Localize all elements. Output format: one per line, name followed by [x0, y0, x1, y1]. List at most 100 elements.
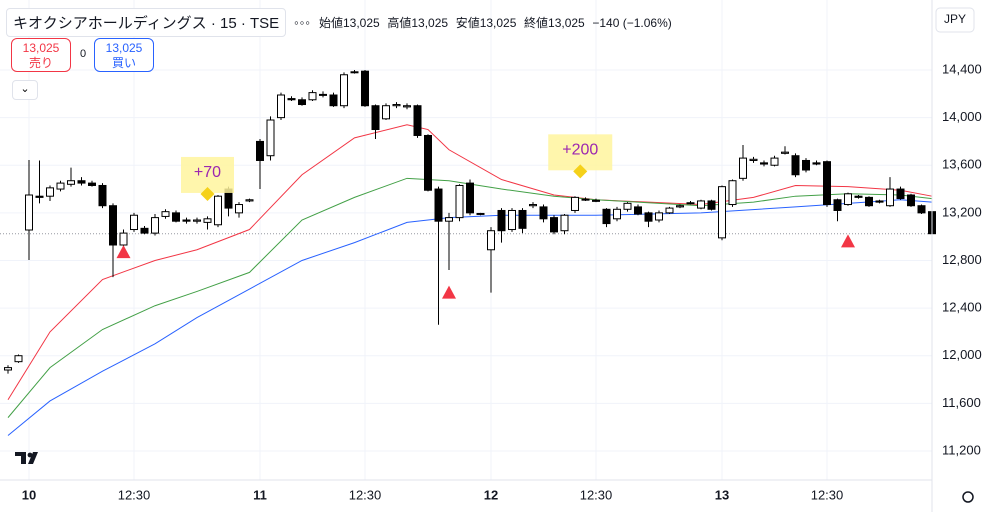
buy-price: 13,025: [105, 41, 143, 55]
candle-body: [707, 200, 716, 210]
candle-body: [550, 217, 558, 233]
y-tick-label: 11,600: [942, 395, 981, 410]
candle-body: [140, 227, 149, 234]
candle-body: [455, 184, 464, 219]
x-tick-label: 12:30: [811, 487, 844, 502]
currency-button[interactable]: [935, 7, 975, 33]
buy-button[interactable]: 13,025 買い: [94, 38, 154, 72]
more-icon[interactable]: ◦◦◦: [294, 15, 311, 30]
candle-body: [508, 209, 516, 231]
candle-body: [676, 205, 684, 208]
symbol[interactable]: キオクシアホールディングス · 15 · TSE: [6, 8, 287, 37]
candle-body: [812, 162, 821, 165]
sell-label: 売り: [28, 56, 53, 70]
candle-body: [749, 158, 758, 161]
candle-body: [886, 188, 894, 207]
candle-body: [214, 195, 222, 226]
candle-body: [529, 204, 537, 207]
candle-body: [434, 188, 443, 222]
candle-body: [56, 182, 65, 190]
candle-body: [245, 199, 254, 202]
plot: +70 +200: [0, 0, 936, 480]
y-tick-label: 12,800: [942, 252, 982, 267]
sell-price: 13,025: [22, 41, 60, 55]
y-tick-label: 13,200: [942, 204, 982, 219]
candle-body: [161, 211, 170, 217]
moving-average: [7, 124, 933, 401]
candle-body: [739, 157, 747, 179]
candle-body: [844, 193, 852, 206]
candle-body: [182, 219, 191, 222]
candle-body: [791, 155, 800, 176]
buy-signal: [442, 285, 456, 299]
candle-body: [329, 94, 338, 107]
candle-body: [497, 209, 506, 232]
candle-body: [151, 217, 159, 234]
candle-body: [728, 180, 737, 206]
candle-body: [67, 180, 75, 185]
candle-body: [560, 214, 569, 232]
candle-body: [802, 159, 810, 171]
collapse-button[interactable]: ⌄: [12, 80, 38, 100]
candle-body: [602, 208, 611, 225]
candle-body: [35, 195, 44, 198]
candle-body: [319, 93, 327, 96]
candle-body: [623, 202, 632, 210]
currency: JPY: [944, 12, 966, 26]
x-tick-label: 12:30: [580, 487, 613, 502]
high: 高値13,025: [387, 16, 449, 30]
low: 安値13,025: [455, 16, 517, 30]
candle-body: [119, 232, 128, 246]
candle-body: [613, 208, 621, 220]
candle-body: [235, 204, 243, 214]
spread: 0: [80, 48, 87, 60]
annotation-marker: [200, 186, 215, 201]
candle-body: [686, 202, 695, 205]
buy-signal: [841, 234, 855, 248]
y-tick-label: 14,400: [942, 61, 982, 76]
y-tick-label: 14,000: [942, 109, 982, 124]
x-tick-label: 11: [253, 487, 267, 502]
annotation-label: +70: [194, 164, 221, 181]
candle-body: [571, 196, 579, 211]
y-tick-label: 12,400: [942, 300, 982, 315]
candle-body: [256, 140, 264, 161]
candle-body: [298, 99, 306, 106]
candle-body: [308, 92, 317, 101]
candle-body: [287, 98, 296, 101]
candle-body: [371, 105, 380, 131]
candle-body: [4, 367, 12, 371]
candle-body: [382, 105, 390, 120]
moving-average: [7, 177, 933, 418]
candle-body: [476, 212, 485, 215]
candle-body: [823, 161, 831, 206]
candle-body: [770, 157, 779, 166]
x-tick-label: 12:30: [118, 487, 151, 502]
close: 終値13,025: [524, 16, 585, 30]
candle-body: [539, 206, 548, 220]
x-tick-label: 12: [484, 487, 498, 502]
sell-button[interactable]: 13,025 売り: [11, 38, 71, 72]
candle-body: [487, 230, 495, 251]
candle-body: [130, 214, 138, 231]
candle-body: [403, 105, 411, 108]
buy-label: 買い: [111, 56, 136, 70]
candle-body: [718, 186, 726, 239]
candle-body: [392, 104, 401, 107]
candle-body: [665, 207, 674, 214]
ohlc: 始値13,025 高値13,025 安値13,025 終値13,025 −140…: [319, 14, 676, 31]
candle-body: [77, 180, 86, 184]
y-tick-label: 12,000: [942, 347, 982, 362]
y-tick-label: 13,600: [942, 157, 982, 172]
candle-body: [592, 199, 600, 202]
candle-body: [424, 134, 432, 191]
moving-average: [7, 199, 933, 436]
candle-body: [14, 355, 23, 363]
candle-body: [88, 182, 96, 186]
candle-body: [25, 194, 33, 231]
settings-icon[interactable]: [962, 491, 974, 503]
candle-body: [634, 206, 642, 215]
